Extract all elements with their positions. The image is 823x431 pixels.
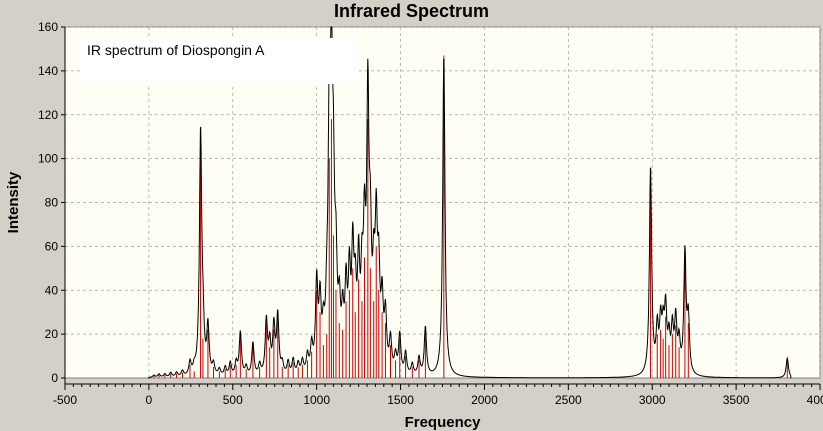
x-tick-label: 3000 xyxy=(639,393,666,407)
y-tick-label: 80 xyxy=(45,196,59,210)
x-tick-label: -500 xyxy=(53,393,77,407)
x-tick-label: 2500 xyxy=(555,393,582,407)
spectrum-line xyxy=(148,26,792,379)
y-tick-label: 60 xyxy=(45,239,59,253)
chart-title: Infrared Spectrum xyxy=(333,1,490,21)
x-axis-label: Frequency xyxy=(405,414,482,431)
y-tick-label: 160 xyxy=(38,20,58,34)
x-tick-label: 500 xyxy=(223,393,243,407)
x-tick-label: 3500 xyxy=(723,393,750,407)
x-tick-label: 1500 xyxy=(387,393,414,407)
annotation-box xyxy=(80,38,358,84)
x-tick-label: 2000 xyxy=(471,393,498,407)
y-tick-label: 0 xyxy=(51,371,58,385)
x-tick-label: 1000 xyxy=(303,393,330,407)
y-tick-label: 20 xyxy=(45,327,59,341)
y-axis-label: Intensity xyxy=(5,171,22,233)
y-tick-label: 120 xyxy=(38,108,58,122)
y-tick-label: 100 xyxy=(38,152,58,166)
x-tick-label: 4000 xyxy=(807,393,823,407)
y-tick-label: 40 xyxy=(45,283,59,297)
y-tick-label: 140 xyxy=(38,64,58,78)
spectrum-annotation: IR spectrum of Diospongin A xyxy=(87,42,265,58)
x-tick-label: 0 xyxy=(146,393,153,407)
